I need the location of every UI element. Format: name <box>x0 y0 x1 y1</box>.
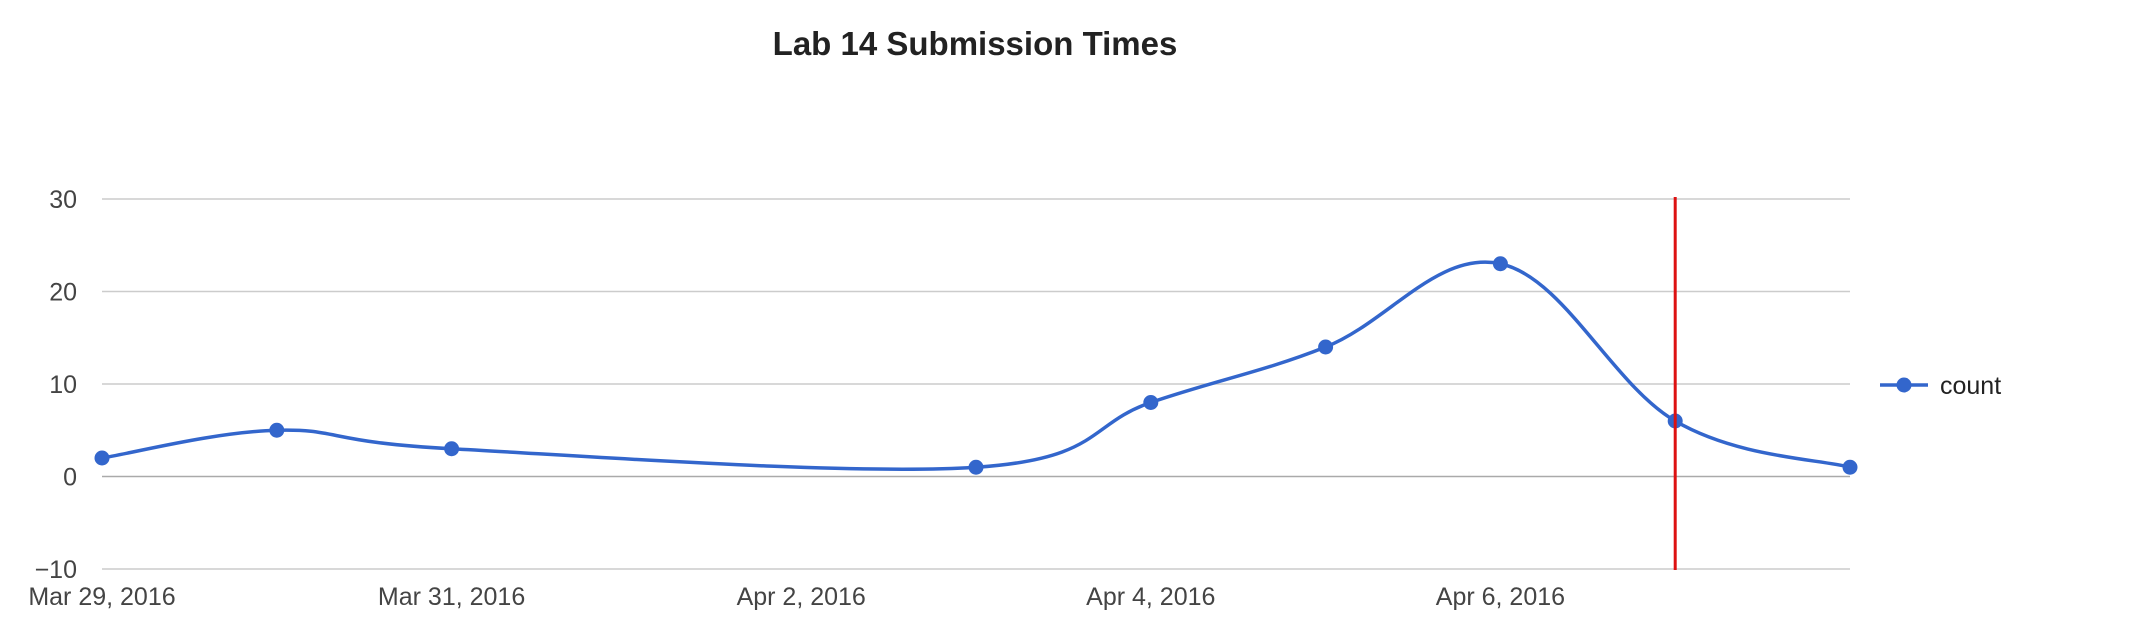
y-tick-label: 20 <box>49 279 77 307</box>
x-tick-label: Apr 2, 2016 <box>737 583 866 611</box>
x-tick-label: Mar 29, 2016 <box>28 583 175 611</box>
grid-lines <box>102 198 1850 570</box>
legend[interactable]: count <box>1880 372 2001 400</box>
x-tick-label: Mar 31, 2016 <box>378 583 525 611</box>
y-tick-label: 0 <box>63 464 77 492</box>
x-axis-tick-labels: Mar 29, 2016 Mar 31, 2016 Apr 2, 2016 Apr 4… <box>28 583 1565 611</box>
data-point[interactable] <box>1318 339 1334 355</box>
y-tick-label: 10 <box>49 371 77 399</box>
data-point[interactable] <box>1492 256 1508 272</box>
chart-title: Lab 14 Submission Times <box>773 25 1178 62</box>
y-tick-label: 30 <box>49 186 77 214</box>
series-line-count <box>100 260 1852 471</box>
y-tick-label: −10 <box>35 556 77 584</box>
legend-label: count <box>1940 372 2001 400</box>
data-point[interactable] <box>1143 395 1159 410</box>
x-tick-label: Apr 6, 2016 <box>1436 583 1565 611</box>
data-point[interactable] <box>269 422 285 438</box>
data-point[interactable] <box>444 441 460 457</box>
data-point[interactable] <box>968 459 984 475</box>
data-point[interactable] <box>94 450 110 466</box>
series-layer <box>94 256 1858 475</box>
y-axis-tick-labels: 30 20 10 0 −10 <box>35 186 77 584</box>
legend-swatch-marker <box>1896 377 1912 393</box>
x-tick-label: Apr 4, 2016 <box>1086 583 1215 611</box>
data-point[interactable] <box>1842 459 1858 475</box>
